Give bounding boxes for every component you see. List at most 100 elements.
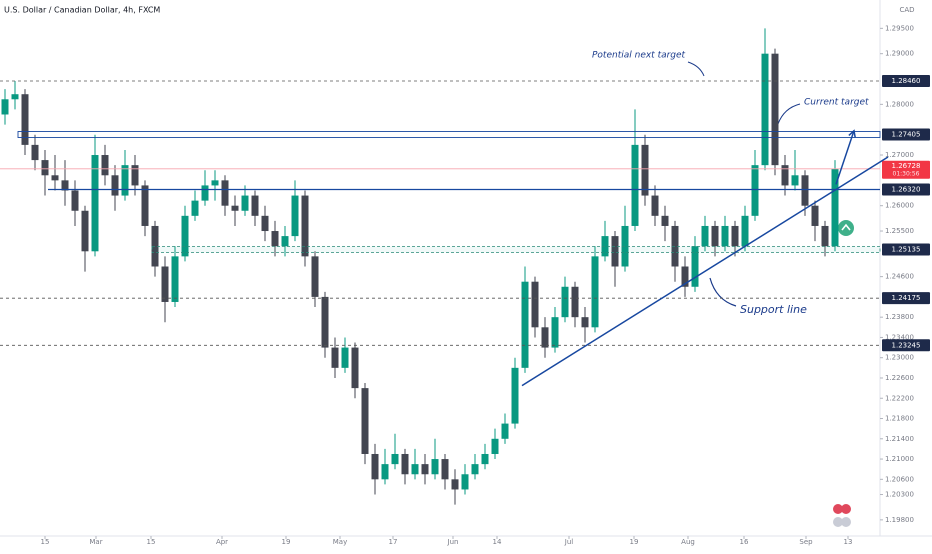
event-icon <box>833 504 843 514</box>
event-icon <box>833 517 843 527</box>
candle-body <box>331 347 339 368</box>
candle-body <box>101 155 109 176</box>
candle-body <box>511 367 519 424</box>
candle-body <box>131 165 139 186</box>
candle-body <box>241 195 249 211</box>
alert-icon[interactable] <box>838 220 854 236</box>
level-zone <box>17 131 881 138</box>
candle-body <box>571 286 579 318</box>
x-tick-label: Jul <box>564 538 574 546</box>
x-tick-label: Mar <box>89 538 102 546</box>
countdown: 01:30:56 <box>893 170 920 177</box>
x-tick-label: 19 <box>282 538 291 546</box>
candle-body <box>21 94 29 145</box>
candle-body <box>211 180 219 186</box>
candle-body <box>251 195 259 216</box>
y-tick-label: 1.23000 <box>885 354 914 362</box>
candle-body <box>401 453 409 475</box>
x-tick-label: 19 <box>630 538 639 546</box>
x-tick-label: Aug <box>681 538 695 546</box>
annotation: Current target <box>804 98 869 108</box>
candle-body <box>381 464 389 480</box>
current-price-label: 1.26728 <box>892 162 921 170</box>
candle-body <box>191 200 199 216</box>
price-label-box <box>882 339 930 352</box>
candle-body <box>491 438 499 454</box>
candle-body <box>261 215 269 232</box>
candle-body <box>781 165 789 186</box>
x-tick-label: 17 <box>389 538 398 546</box>
candle-body <box>311 256 319 297</box>
annotation-arrow <box>777 103 801 125</box>
candle-body <box>411 464 419 475</box>
annotation: Support line <box>740 303 807 316</box>
candle-body <box>81 210 89 252</box>
y-tick-label: 1.26000 <box>885 202 914 210</box>
candle-body <box>581 317 589 328</box>
candle-body <box>691 246 699 287</box>
price-label-box <box>882 183 930 196</box>
candle-body <box>591 256 599 328</box>
candle-body <box>631 144 639 226</box>
candle-body <box>301 195 309 257</box>
y-tick-label: 1.22200 <box>885 394 914 402</box>
candle-body <box>111 175 119 196</box>
candle-body <box>701 225 709 247</box>
candle-body <box>501 423 509 439</box>
x-tick-label: May <box>333 538 347 546</box>
candle-body <box>61 180 69 191</box>
y-tick-label: 1.22600 <box>885 374 914 382</box>
candle-body <box>161 266 169 302</box>
candle-body <box>801 175 809 206</box>
candle-body <box>811 205 819 226</box>
candle-body <box>181 215 189 257</box>
candle-body <box>541 327 549 348</box>
y-tick-label: 1.24600 <box>885 273 914 281</box>
y-tick-label: 1.23800 <box>885 313 914 321</box>
candle-body <box>551 317 559 348</box>
support-trendline <box>521 156 889 387</box>
candle-body <box>731 225 739 247</box>
candle-body <box>271 231 279 247</box>
candle-body <box>361 388 369 454</box>
price-label: 1.24175 <box>892 294 921 302</box>
annotation-arrow <box>709 277 737 307</box>
candle-body <box>471 464 479 475</box>
candle-body <box>141 185 149 226</box>
x-tick-label: 16 <box>740 538 749 546</box>
y-tick-label: 1.29500 <box>885 24 914 32</box>
candle-body <box>51 175 59 181</box>
candle-body <box>231 205 239 211</box>
y-tick-label: 1.28000 <box>885 100 914 108</box>
y-tick-label: 1.21800 <box>885 415 914 423</box>
candle-body <box>201 185 209 201</box>
candle-body <box>521 281 529 368</box>
candle-body <box>441 459 449 480</box>
level-zone <box>151 246 881 253</box>
price-label-box <box>882 292 930 305</box>
y-tick-label: 1.20300 <box>885 491 914 499</box>
candle-body <box>721 225 729 247</box>
price-label-box <box>882 243 930 256</box>
candle-body <box>341 347 349 368</box>
price-label-box <box>882 128 930 141</box>
candle-body <box>281 236 289 247</box>
x-tick-label: 15 <box>147 538 156 546</box>
candle-body <box>681 266 689 287</box>
alert-icon-glyph <box>841 223 851 231</box>
candle-body <box>531 281 539 328</box>
candle-body <box>321 296 329 348</box>
candle-body <box>641 144 649 196</box>
candle-body <box>831 168 839 247</box>
price-label: 1.28460 <box>892 77 921 85</box>
candle-body <box>71 190 79 211</box>
chart-title: U.S. Dollar / Canadian Dollar, 4h, FXCM <box>4 6 160 15</box>
price-label: 1.23245 <box>892 341 921 349</box>
candle-body <box>41 160 49 176</box>
candle-body <box>121 165 129 196</box>
candle-body <box>371 453 379 480</box>
candle-body <box>221 180 229 206</box>
candle-body <box>431 459 439 475</box>
y-tick-label: 1.27000 <box>885 151 914 159</box>
